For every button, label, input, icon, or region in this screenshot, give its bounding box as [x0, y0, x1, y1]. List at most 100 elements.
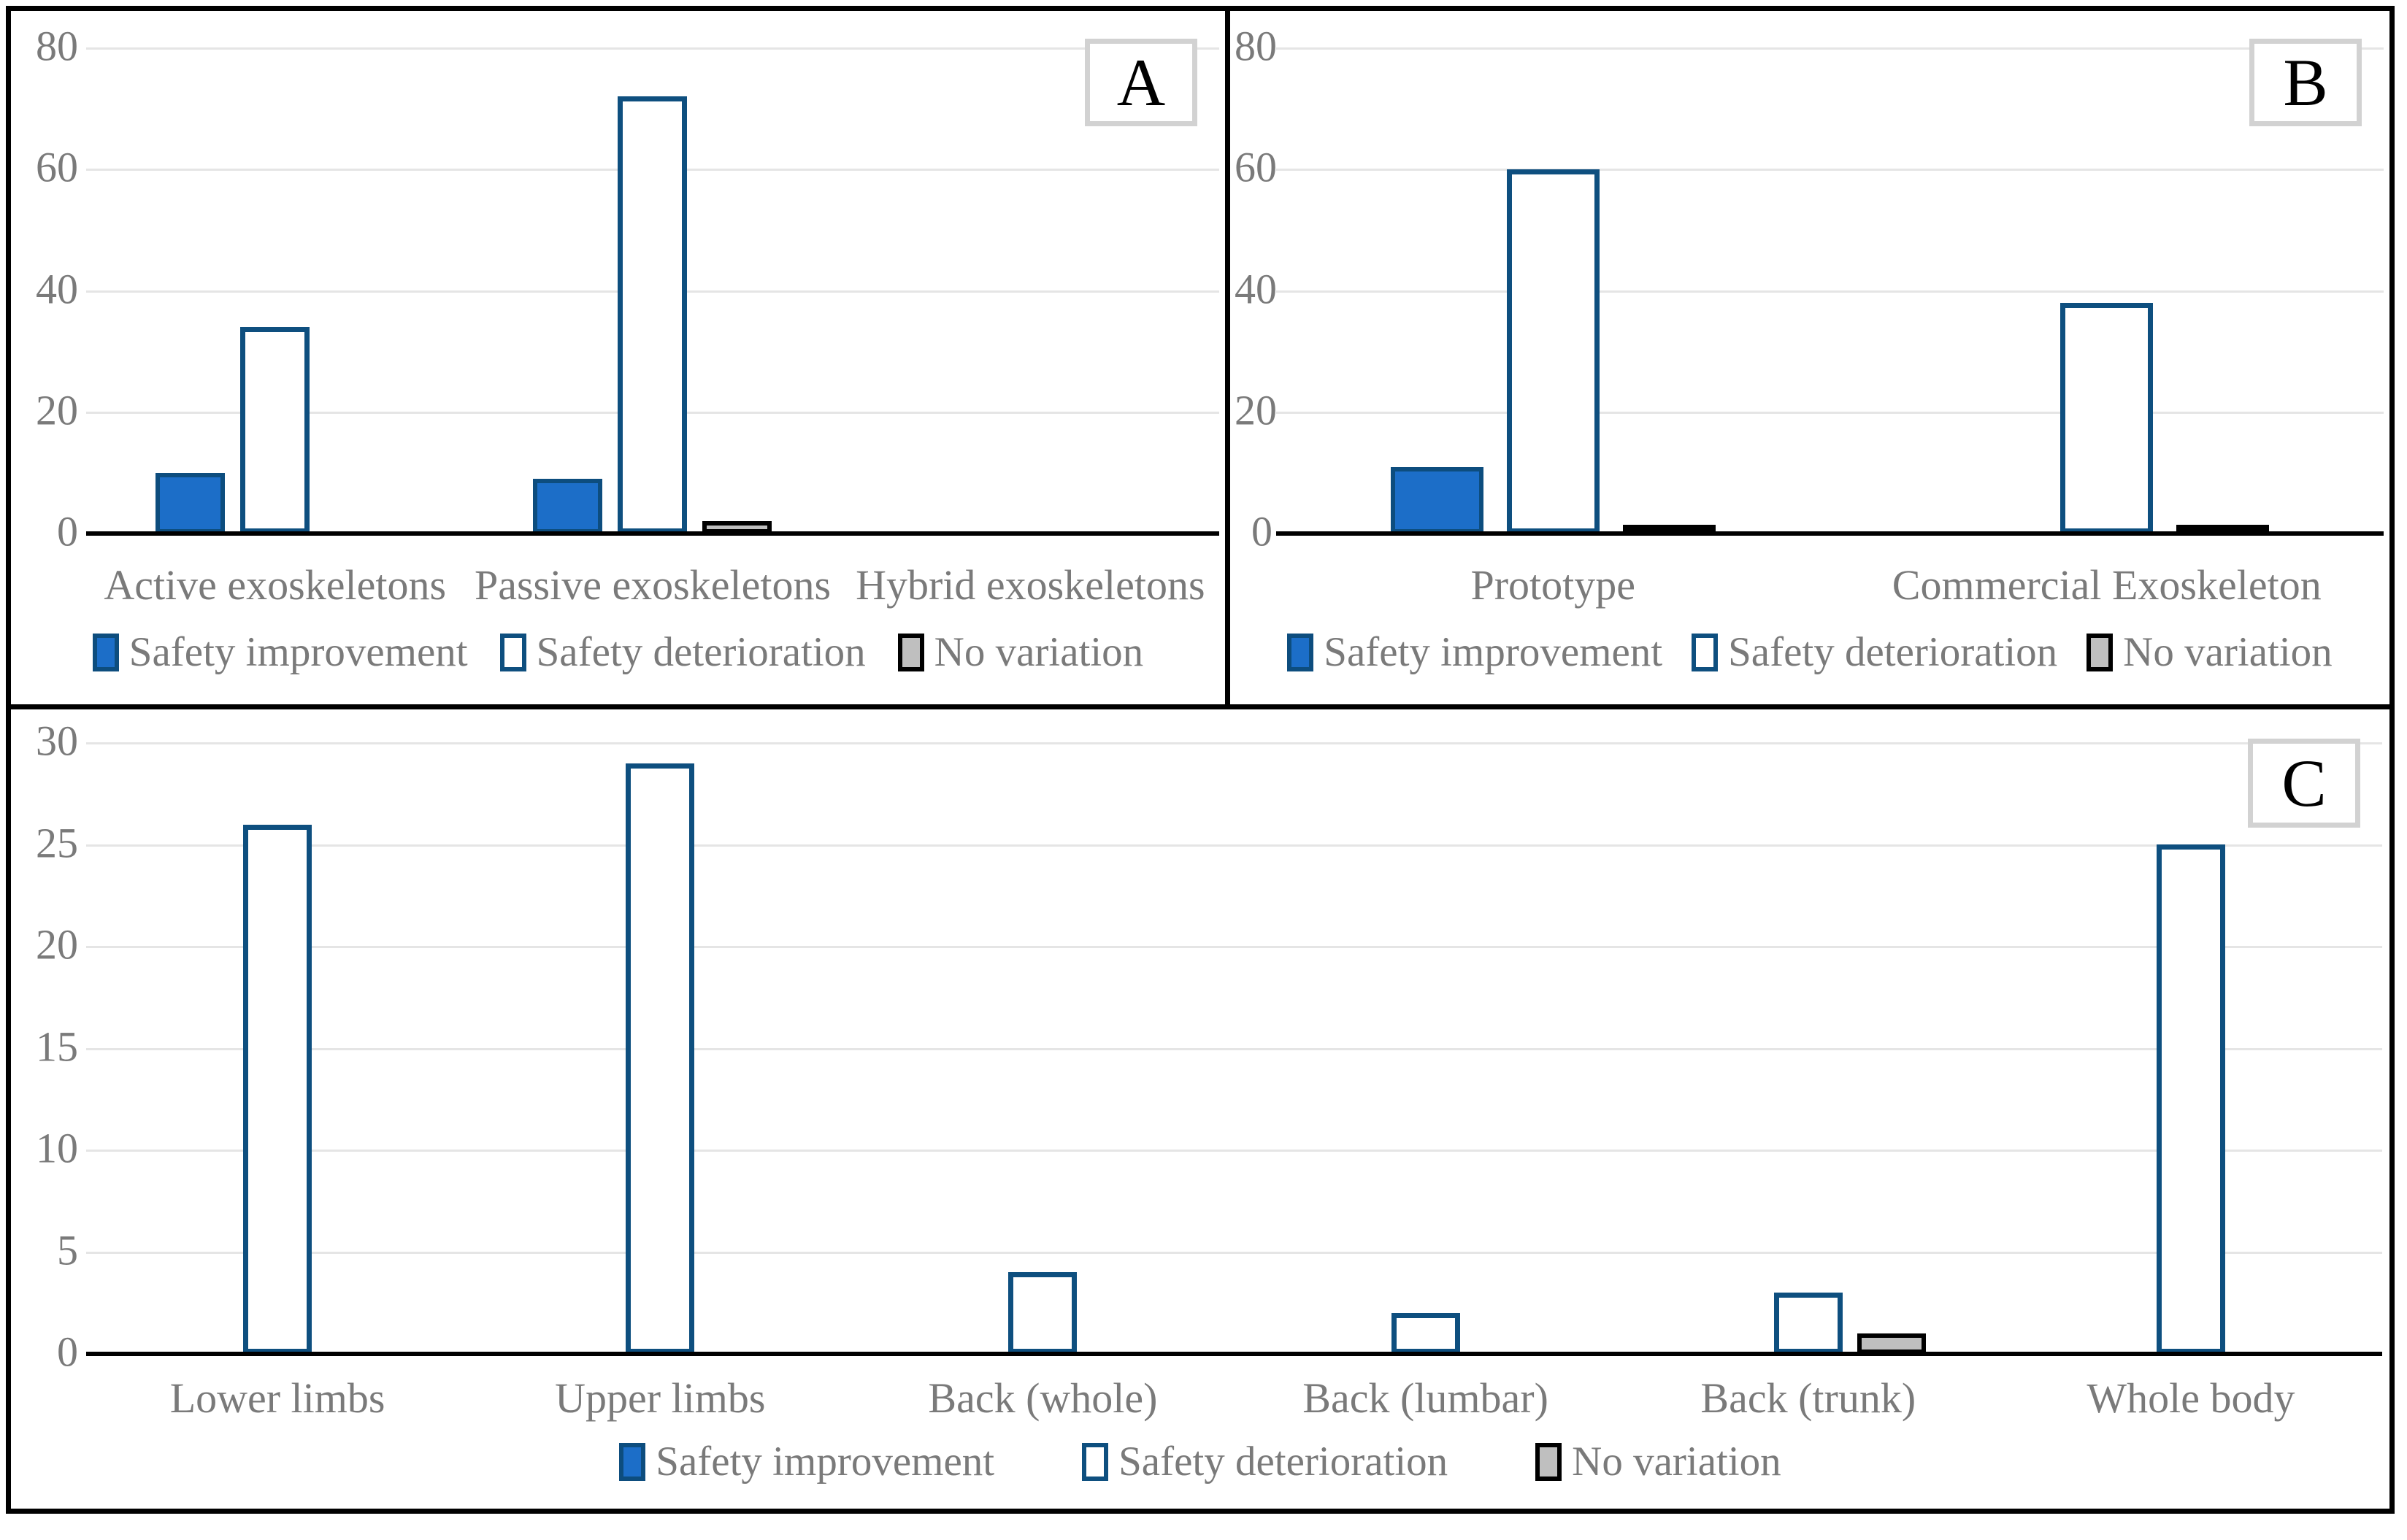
- panel-c-tag-label: C: [2281, 746, 2327, 820]
- bar-deterioration: [1008, 1272, 1078, 1354]
- panel-a-tag-box: A: [1085, 39, 1197, 126]
- gridline-y60: [1276, 169, 2384, 172]
- category-label: Active exoskeletons: [104, 561, 447, 609]
- figure-frame: A 0 20 40 60 80 Active exoskeletons Passive ex…: [6, 6, 2395, 1514]
- y-axis-tick-label: 20: [36, 920, 78, 969]
- legend-label: Safety improvement: [656, 1439, 995, 1485]
- category-group: [86, 743, 469, 1354]
- gridline-y20: [1276, 411, 2384, 414]
- category-group: [1617, 743, 2000, 1354]
- legend-swatch-deterioration-icon: [499, 633, 526, 671]
- bar-deterioration: [2060, 303, 2154, 534]
- top-row: A 0 20 40 60 80 Active exoskeletons Passive ex…: [11, 11, 2389, 704]
- category-group: [1276, 48, 1830, 534]
- bar-improvement: [533, 479, 603, 534]
- y-axis-tick-label: 5: [57, 1226, 78, 1274]
- panel-b-chart: B 0 20 40 60 80 Prototype Commercial Exoskelet…: [1230, 11, 2389, 704]
- legend: Safety improvement Safety deterioration No…: [1230, 631, 2389, 673]
- gridline-y80: [86, 47, 1219, 50]
- category-label: Upper limbs: [555, 1374, 766, 1422]
- legend-label: No variation: [1572, 1439, 1781, 1485]
- category-group: [86, 48, 464, 534]
- category-label: Passive exoskeletons: [474, 561, 832, 609]
- legend-label: Safety improvement: [1324, 629, 1663, 675]
- legend-swatch-improvement-icon: [1287, 633, 1314, 671]
- legend: Safety improvement Safety deterioration No…: [11, 1441, 2389, 1482]
- y-axis-tick-label: 80: [36, 22, 78, 70]
- bar-improvement: [1390, 467, 1483, 534]
- panel-b-tag-label: B: [2283, 45, 2328, 120]
- y-axis-tick-label: 0: [57, 1328, 78, 1376]
- legend-swatch-novariation-icon: [2087, 633, 2114, 671]
- legend-label: No variation: [2123, 629, 2333, 675]
- legend-item-deterioration: Safety deterioration: [1692, 631, 2057, 673]
- legend-swatch-novariation-icon: [1535, 1442, 1562, 1481]
- bar-deterioration: [1506, 169, 1600, 534]
- gridline-y10: [86, 1150, 2382, 1152]
- y-axis-tick-label: 25: [36, 819, 78, 867]
- category-axis-labels: Active exoskeletons Passive exoskeletons H…: [86, 562, 1219, 609]
- y-axis-tick-label: 10: [36, 1124, 78, 1172]
- bar-deterioration: [626, 763, 695, 1354]
- bar-deterioration: [243, 825, 312, 1354]
- bar-novariation: [1857, 1333, 1926, 1354]
- plot-area: [1276, 48, 2384, 534]
- category-group: [464, 48, 841, 534]
- panel-b-tag-box: B: [2249, 39, 2362, 126]
- y-axis-tick-label: 40: [1235, 265, 1277, 313]
- category-group: [2000, 743, 2382, 1354]
- legend-label: Safety deterioration: [1118, 1439, 1448, 1485]
- category-axis-labels: Lower limbs Upper limbs Back (whole) Back (…: [86, 1375, 2382, 1422]
- legend-swatch-deterioration-icon: [1692, 633, 1719, 671]
- y-axis-tick-label: 0: [1251, 507, 1272, 555]
- legend-item-deterioration: Safety deterioration: [499, 629, 866, 675]
- legend-label: Safety deterioration: [536, 629, 866, 675]
- y-axis-tick-label: 60: [36, 143, 78, 191]
- legend-item-novariation: No variation: [2087, 631, 2333, 673]
- category-label: Hybrid exoskeletons: [856, 561, 1205, 609]
- category-label: Back (trunk): [1700, 1374, 1916, 1422]
- legend-label: Safety deterioration: [1728, 629, 2058, 675]
- y-axis-tick-label: 20: [1235, 386, 1277, 434]
- legend-item-novariation: No variation: [897, 629, 1144, 675]
- gridline-y40: [1276, 290, 2384, 293]
- bar-deterioration: [1773, 1293, 1843, 1354]
- legend-item-deterioration: Safety deterioration: [1082, 1441, 1448, 1482]
- x-axis-line: [1276, 531, 2384, 536]
- category-group: [851, 743, 1234, 1354]
- legend-label: No variation: [934, 629, 1144, 675]
- gridline-y5: [86, 1251, 2382, 1254]
- panel-a-tag-label: A: [1116, 45, 1166, 120]
- y-axis-tick-label: 80: [1235, 22, 1277, 70]
- legend-item-improvement: Safety improvement: [92, 629, 468, 675]
- bar-deterioration: [1391, 1313, 1460, 1354]
- category-group: [1235, 743, 1617, 1354]
- bar-deterioration: [2156, 844, 2225, 1354]
- plot-area: [86, 743, 2382, 1354]
- bar-improvement: [156, 473, 226, 534]
- panel-a-chart: A 0 20 40 60 80 Active exoskeletons Passive ex…: [11, 11, 1230, 704]
- gridline-y20: [86, 946, 2382, 948]
- legend: Safety improvement Safety deterioration No…: [11, 631, 1225, 673]
- category-axis-labels: Prototype Commercial Exoskeleton: [1276, 562, 2384, 609]
- legend-swatch-novariation-icon: [897, 633, 924, 671]
- y-axis-tick-label: 60: [1235, 143, 1277, 191]
- category-label: Back (whole): [928, 1374, 1158, 1422]
- plot-area: [86, 48, 1219, 534]
- y-axis-tick-label: 0: [57, 507, 78, 555]
- legend-label: Safety improvement: [128, 629, 468, 675]
- legend-item-novariation: No variation: [1535, 1441, 1781, 1482]
- category-label: Whole body: [2087, 1374, 2295, 1422]
- y-axis-tick-label: 15: [36, 1023, 78, 1071]
- legend-swatch-deterioration-icon: [1082, 1442, 1109, 1481]
- y-axis-tick-label: 20: [36, 386, 78, 434]
- y-axis-tick-label: 40: [36, 265, 78, 313]
- category-label: Lower limbs: [169, 1374, 385, 1422]
- legend-item-improvement: Safety improvement: [1287, 631, 1662, 673]
- x-axis-line: [86, 1352, 2382, 1356]
- category-label: Commercial Exoskeleton: [1892, 561, 2322, 609]
- panel-c-tag-box: C: [2248, 739, 2360, 828]
- category-label: Back (lumbar): [1302, 1374, 1548, 1422]
- bar-deterioration: [240, 327, 310, 534]
- gridline-y25: [86, 844, 2382, 847]
